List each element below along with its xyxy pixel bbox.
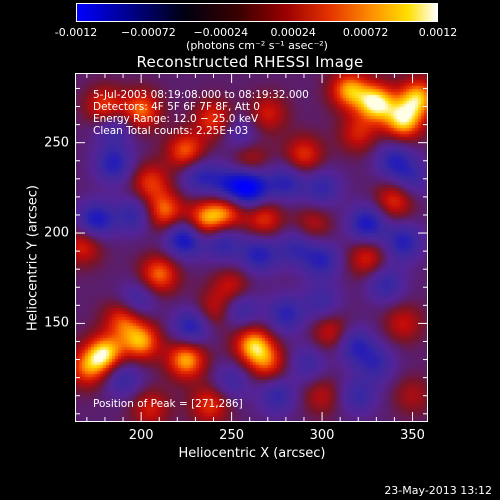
footer-date: 23-May-2013 13:12 bbox=[384, 484, 492, 497]
colorbar-tick-label: 0.00072 bbox=[342, 26, 389, 39]
x-tick-label: 300 bbox=[309, 428, 335, 443]
heatmap-image bbox=[76, 74, 427, 421]
y-tick-label: 250 bbox=[44, 135, 69, 151]
plot-area bbox=[75, 73, 428, 422]
info-peak-position: Position of Peak = [271,286] bbox=[93, 398, 243, 410]
colorbar-tick-label: −0.00024 bbox=[193, 26, 249, 39]
info-detectors: Detectors: 4F 5F 6F 7F 8F, Att 0 bbox=[93, 101, 260, 113]
chart-title: Reconstructed RHESSI Image bbox=[136, 53, 364, 71]
info-counts: Clean Total counts: 2.25E+03 bbox=[93, 125, 249, 137]
x-tick-label: 350 bbox=[400, 428, 425, 443]
axes-overlay bbox=[76, 74, 427, 421]
colorbar-units: (photons cm⁻² s⁻¹ asec⁻²) bbox=[186, 39, 328, 52]
info-time-range: 5-Jul-2003 08:19:08.000 to 08:19:32.000 bbox=[93, 89, 309, 101]
x-tick-label: 250 bbox=[219, 428, 245, 443]
colorbar bbox=[76, 3, 438, 22]
x-tick-label: 200 bbox=[128, 428, 154, 443]
y-axis-label: Heliocentric Y (arcsec) bbox=[25, 185, 41, 331]
y-tick-label: 200 bbox=[44, 225, 69, 241]
colorbar-tick-label: -0.0012 bbox=[54, 26, 98, 39]
y-tick-label: 150 bbox=[44, 315, 69, 331]
colorbar-tick-label: 0.00024 bbox=[270, 26, 316, 39]
info-energy-range: Energy Range: 12.0 − 25.0 keV bbox=[93, 113, 259, 125]
colorbar-tick-label: 0.0012 bbox=[418, 26, 458, 39]
colorbar-tick-label: −0.00072 bbox=[121, 26, 176, 39]
x-axis-label: Heliocentric X (arcsec) bbox=[178, 446, 326, 461]
